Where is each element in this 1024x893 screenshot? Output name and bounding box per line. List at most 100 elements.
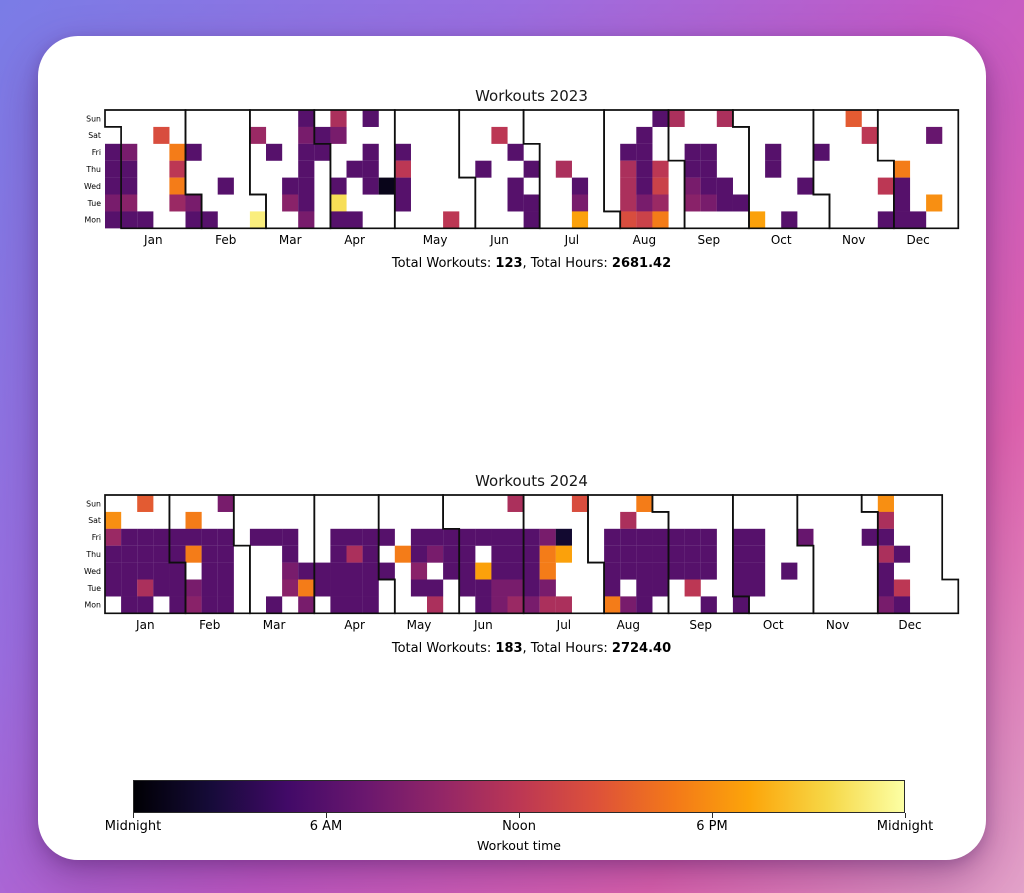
- heatmap-cell: [732, 528, 750, 546]
- heatmap-cell: [427, 528, 444, 546]
- heatmap-cell: [604, 528, 621, 546]
- heatmap-cell: [749, 545, 766, 563]
- heatmap-cell: [298, 177, 315, 195]
- month-label: Aug: [633, 233, 656, 247]
- heatmap-2024: Sun Sat Fri Thu Wed Tue Mon Jan Feb Mar Apr May Jun J…: [84, 494, 960, 632]
- colorbar-tick-label: 6 PM: [696, 819, 728, 834]
- heatmap-cell: [732, 596, 750, 614]
- heatmap-cell: [636, 562, 653, 580]
- month-label: Aug: [617, 618, 640, 632]
- heatmap-cell: [153, 579, 170, 597]
- heatmap-cell: [169, 143, 186, 161]
- heatmap-cell: [410, 528, 428, 546]
- heatmap-cell: [684, 143, 701, 161]
- heatmap-cell: [620, 545, 637, 563]
- colorbar-tick: [326, 813, 327, 818]
- chart-title-2023: Workouts 2023: [475, 87, 588, 105]
- heatmap-cell: [475, 562, 492, 580]
- heatmap-cell: [362, 177, 379, 195]
- heatmap-cell: [137, 528, 154, 546]
- heatmap-cell: [684, 562, 701, 580]
- heatmap-cell: [732, 194, 750, 212]
- heatmap-cell: [523, 528, 540, 546]
- day-label: Sun: [86, 499, 101, 508]
- heatmap-cell: [845, 110, 862, 127]
- heatmap-cell: [185, 579, 202, 597]
- heatmap-cell: [201, 545, 218, 563]
- heatmap-cell: [185, 511, 202, 529]
- heatmap-cell: [346, 528, 363, 546]
- heatmap-cell: [282, 579, 299, 597]
- heatmap-cell: [877, 579, 894, 597]
- heatmap-cell: [700, 596, 717, 614]
- heatmap-cell: [346, 160, 363, 178]
- day-label: Thu: [85, 165, 101, 174]
- heatmap-cell: [604, 545, 621, 563]
- heatmap-cell: [185, 596, 202, 614]
- heatmap-cell: [491, 562, 508, 580]
- heatmap-cell: [668, 562, 685, 580]
- heatmap-cell: [314, 143, 331, 161]
- heatmap-cell: [765, 143, 782, 161]
- heatmap-cell: [620, 562, 637, 580]
- heatmap-cell: [507, 596, 524, 614]
- heatmap-cell: [636, 194, 653, 212]
- heatmap-cell: [523, 596, 540, 614]
- heatmap-cell: [571, 194, 589, 212]
- heatmap-cell: [169, 160, 186, 178]
- heatmap-cell: [394, 160, 411, 178]
- heatmap-cell: [185, 211, 202, 229]
- heatmap-cell: [217, 545, 234, 563]
- heatmap-cell: [217, 579, 234, 597]
- heatmap-cell: [121, 194, 138, 212]
- heatmap-cell: [877, 511, 894, 529]
- heatmap-cell: [620, 177, 637, 195]
- month-label: Oct: [763, 618, 784, 632]
- heatmap-cell: [459, 545, 476, 563]
- total-workouts-value: 123: [495, 256, 523, 271]
- heatmap-cell: [700, 160, 717, 178]
- colorbar-axis-label: Workout time: [477, 838, 561, 853]
- heatmap-cell: [571, 211, 589, 229]
- heatmap-cell: [298, 596, 315, 614]
- heatmap-cell: [169, 596, 186, 614]
- heatmap-cell: [732, 562, 750, 580]
- colorbar-gradient: [133, 780, 905, 813]
- heatmap-cell: [362, 545, 379, 563]
- month-label: Nov: [826, 618, 849, 632]
- heatmap-cell: [636, 160, 653, 178]
- month-label: Apr: [344, 233, 365, 247]
- heatmap-cell: [893, 194, 911, 212]
- heatmap-cell: [201, 579, 218, 597]
- heatmap-cell: [797, 177, 814, 195]
- heatmap-cell: [185, 545, 202, 563]
- heatmap-cell: [169, 194, 186, 212]
- heatmap-cell: [330, 177, 347, 195]
- heatmap-cell: [475, 160, 492, 178]
- heatmap-cell: [491, 126, 508, 144]
- heatmap-cell: [362, 562, 379, 580]
- heatmap-cell: [491, 528, 508, 546]
- heatmap-cell: [652, 562, 669, 580]
- heatmap-cell: [893, 177, 911, 195]
- heatmap-cell: [684, 177, 701, 195]
- month-label: Nov: [842, 233, 865, 247]
- heatmap-cell: [378, 177, 395, 195]
- heatmap-cell: [410, 562, 428, 580]
- heatmap-cell: [877, 528, 894, 546]
- heatmap-cell: [636, 545, 653, 563]
- heatmap-cell: [298, 160, 315, 178]
- heatmap-cell: [105, 177, 122, 195]
- heatmap-cell: [507, 528, 524, 546]
- heatmap-cell: [298, 579, 315, 597]
- heatmap-cell: [491, 545, 508, 563]
- heatmap-cell: [555, 160, 572, 178]
- heatmap-cell: [443, 562, 460, 580]
- heatmap-cell: [700, 545, 717, 563]
- day-label: Mon: [85, 216, 101, 225]
- heatmap-cell: [893, 545, 911, 563]
- day-label: Fri: [92, 533, 101, 542]
- heatmap-cell: [282, 545, 299, 563]
- heatmap-cell: [121, 177, 138, 195]
- heatmap-cell: [137, 211, 154, 229]
